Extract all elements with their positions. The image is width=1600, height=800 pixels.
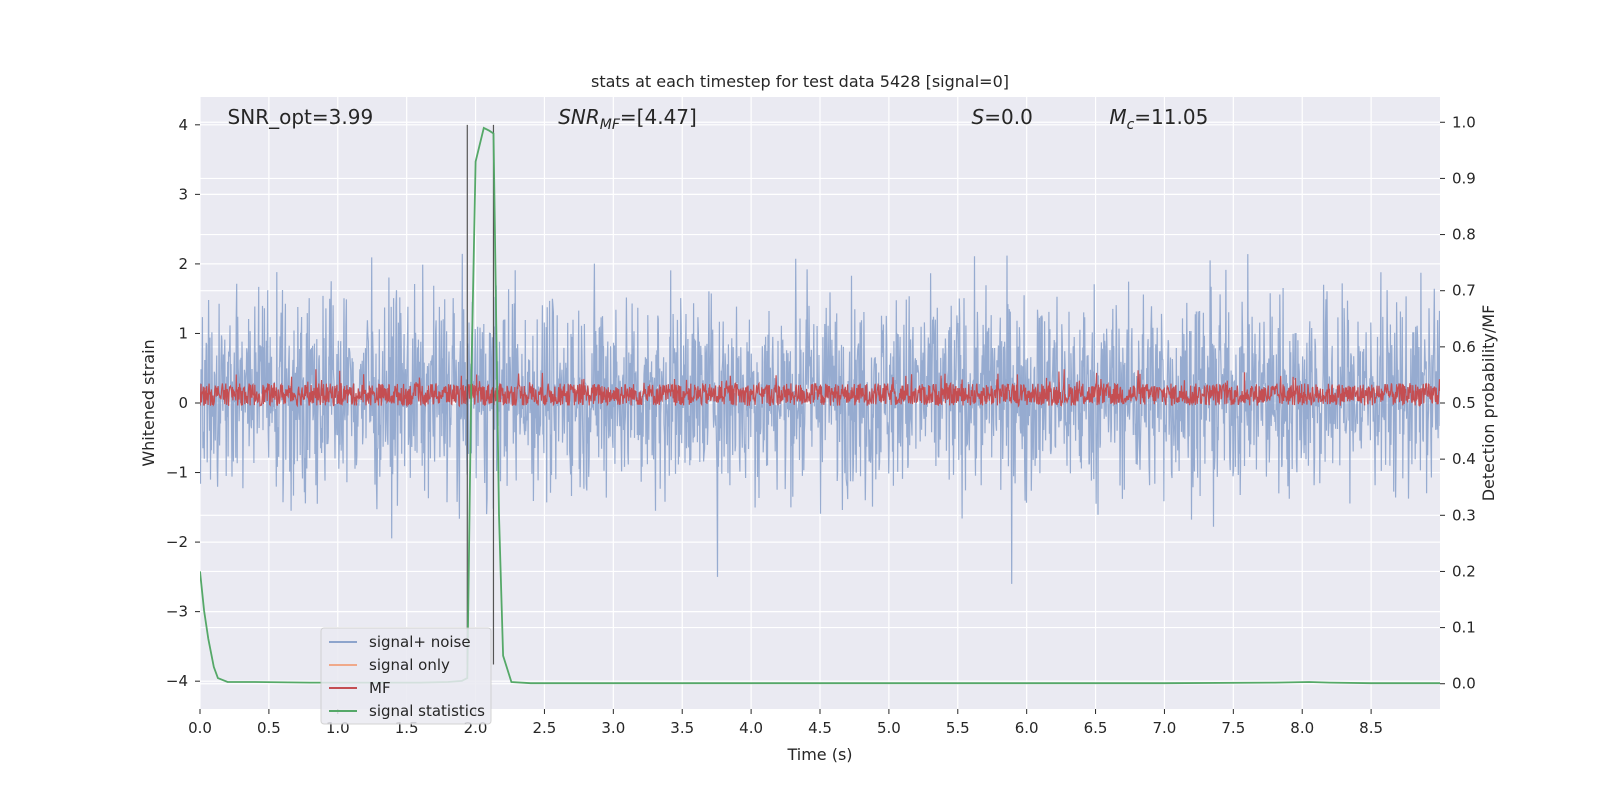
- right-axis-label: Detection probability/MF: [1479, 305, 1498, 502]
- legend-label-1: signal only: [369, 656, 450, 674]
- y-right-tick-label: 1.0: [1452, 113, 1476, 131]
- x-tick-label: 6.0: [1015, 719, 1039, 737]
- x-tick-label: 0.0: [188, 719, 212, 737]
- annotation-1: SNRMF=[4.47]: [558, 105, 697, 133]
- annotation-2: S=0.0: [972, 105, 1033, 129]
- x-tick-label: 8.0: [1290, 719, 1314, 737]
- left-axis-label: Whitened strain: [139, 339, 158, 466]
- y-left-tick-label: 3: [178, 185, 188, 203]
- y-right-tick-label: 0.7: [1452, 282, 1476, 300]
- y-left-tick-label: 2: [178, 255, 188, 273]
- x-tick-label: 5.0: [877, 719, 901, 737]
- x-tick-label: 7.5: [1221, 719, 1245, 737]
- y-left-tick-label: −2: [166, 533, 188, 551]
- y-right-tick-label: 0.4: [1452, 450, 1476, 468]
- y-left-tick-label: 1: [178, 324, 188, 342]
- x-tick-label: 4.5: [808, 719, 832, 737]
- y-left-tick-label: 4: [178, 116, 188, 134]
- y-right-tick-label: 0.5: [1452, 394, 1476, 412]
- y-right-tick-label: 0.9: [1452, 169, 1476, 187]
- x-tick-label: 5.5: [946, 719, 970, 737]
- y-right-tick-label: 0.6: [1452, 338, 1476, 356]
- right-axis-ticks: 1.0 0.9 0.8 0.7 0.6 0.5 0.4 0.3 0.2 0.1 0.0: [1440, 113, 1476, 693]
- legend-label-2: MF: [369, 679, 391, 697]
- annotations: SNR_opt=3.99 SNRMF=[4.47] S=0.0 Mc=11.05: [228, 105, 1209, 133]
- chart-title: stats at each timestep for test data 542…: [591, 72, 1009, 91]
- x-tick-label: 0.5: [257, 719, 281, 737]
- annotation-3: Mc=11.05: [1109, 105, 1208, 133]
- y-right-tick-label: 0.1: [1452, 619, 1476, 637]
- y-left-tick-label: 0: [178, 394, 188, 412]
- y-right-tick-label: 0.2: [1452, 562, 1476, 580]
- x-tick-label: 7.0: [1153, 719, 1177, 737]
- annotation-0: SNR_opt=3.99: [228, 105, 374, 129]
- x-axis-ticks: 0.0 0.5 1.0 1.5 2.0 2.5 3.0 3.5 4.0 4.5 5.0 5.5 6.0 6…: [188, 709, 1383, 737]
- legend: signal+ noise signal only MF signal statist…: [320, 627, 492, 725]
- y-left-tick-label: −4: [166, 672, 188, 690]
- y-left-tick-label: −1: [166, 464, 188, 482]
- x-axis-label: Time (s): [786, 745, 852, 764]
- y-right-tick-label: 0.0: [1452, 675, 1476, 693]
- x-tick-label: 8.5: [1359, 719, 1383, 737]
- legend-label-0: signal+ noise: [369, 633, 471, 651]
- series-mf: [200, 369, 1440, 408]
- series-signal-statistics: [200, 126, 1440, 685]
- legend-label-3: signal statistics: [369, 702, 485, 720]
- x-tick-label: 4.0: [739, 719, 763, 737]
- x-tick-label: 3.5: [670, 719, 694, 737]
- x-tick-label: 6.5: [1084, 719, 1108, 737]
- legend-box: [320, 627, 492, 725]
- left-axis-ticks: 4 3 2 1 0 −1 −2 −3 −4: [166, 116, 200, 690]
- y-right-tick-label: 0.8: [1452, 226, 1476, 244]
- x-tick-label: 3.0: [601, 719, 625, 737]
- y-right-tick-label: 0.3: [1452, 506, 1476, 524]
- plot-series: [200, 124, 1440, 685]
- y-left-tick-label: −3: [166, 603, 188, 621]
- x-tick-label: 2.5: [533, 719, 557, 737]
